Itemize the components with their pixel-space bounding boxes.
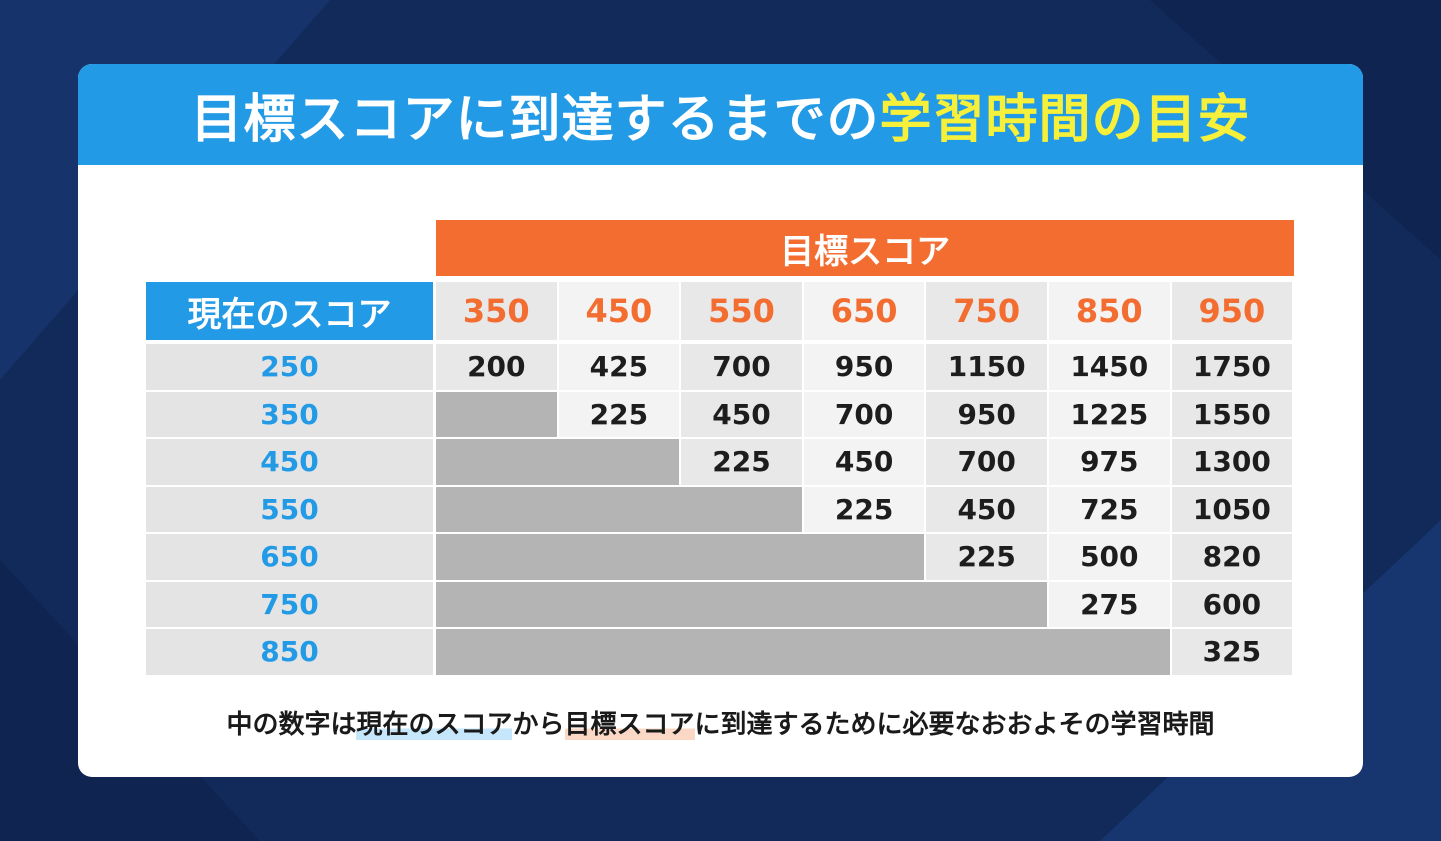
table-cell: 1450 (1049, 344, 1170, 390)
table-cell: 1050 (1171, 486, 1293, 532)
target-score-550: 550 (681, 282, 802, 340)
footnote-part2: から (512, 710, 565, 740)
target-score-750: 750 (926, 282, 1047, 340)
table-cell: 975 (1049, 439, 1170, 485)
target-score-header: 目標スコア (436, 220, 1295, 276)
title-highlight: 学習時間の目安 (879, 90, 1251, 150)
target-score-650: 650 (803, 282, 925, 340)
table-cell: 450 (926, 486, 1047, 532)
current-score-350: 350 (146, 391, 433, 437)
target-score-850: 850 (1049, 282, 1170, 340)
table-cell: 200 (436, 344, 557, 390)
page-title: 目標スコアに到達するまでの学習時間の目安 (190, 77, 1250, 152)
title-bar: 目標スコアに到達するまでの学習時間の目安 (78, 64, 1363, 165)
table-cell: 225 (558, 391, 680, 437)
table-cell: 1150 (926, 344, 1047, 390)
unreachable-block (436, 486, 802, 532)
footnote-part3: に到達するために必要なおおよその学習時間 (694, 710, 1215, 740)
table-cell: 700 (681, 344, 802, 390)
table-cell: 450 (681, 391, 802, 437)
table-cell: 700 (803, 391, 925, 437)
table-cell: 225 (803, 486, 925, 532)
unreachable-block (436, 534, 925, 580)
table-cell: 325 (1171, 629, 1293, 675)
table-cell: 225 (926, 534, 1047, 580)
table-cell: 1300 (1171, 439, 1293, 485)
table-cell: 275 (1049, 581, 1170, 627)
unreachable-block (436, 581, 1047, 627)
table-cell: 700 (926, 439, 1047, 485)
target-score-450: 450 (558, 282, 680, 340)
target-score-350: 350 (436, 282, 557, 340)
table-cell: 600 (1171, 581, 1293, 627)
table-cell: 425 (558, 344, 680, 390)
table-cell: 950 (926, 391, 1047, 437)
current-score-450: 450 (146, 439, 433, 485)
target-score-950: 950 (1171, 282, 1293, 340)
content-card: 目標スコアに到達するまでの学習時間の目安 目標スコア 現在のスコア 350 450 55… (78, 64, 1363, 777)
table-cell: 725 (1049, 486, 1170, 532)
title-main: 目標スコアに到達するまでの (190, 90, 880, 150)
table-cell: 820 (1171, 534, 1293, 580)
table-cell: 500 (1049, 534, 1170, 580)
table-cell: 950 (803, 344, 925, 390)
table-cell: 225 (681, 439, 802, 485)
current-score-550: 550 (146, 486, 433, 532)
current-score-750: 750 (146, 581, 433, 627)
current-score-header: 現在のスコア (146, 282, 433, 340)
current-score-650: 650 (146, 534, 433, 580)
table-cell: 1750 (1171, 344, 1293, 390)
unreachable-block (436, 629, 1170, 675)
unreachable-block (436, 391, 557, 437)
footnote: 中の数字は現在のスコアから目標スコアに到達するために必要なおおよその学習時間 (78, 704, 1363, 741)
footnote-current-term: 現在のスコア (356, 710, 513, 740)
table-cell: 450 (803, 439, 925, 485)
footnote-target-term: 目標スコア (564, 710, 695, 740)
footnote-part1: 中の数字は (226, 710, 357, 740)
unreachable-block (436, 439, 680, 485)
table-cell: 1550 (1171, 391, 1293, 437)
current-score-250: 250 (146, 344, 433, 390)
current-score-850: 850 (146, 629, 433, 675)
table-cell: 1225 (1049, 391, 1170, 437)
